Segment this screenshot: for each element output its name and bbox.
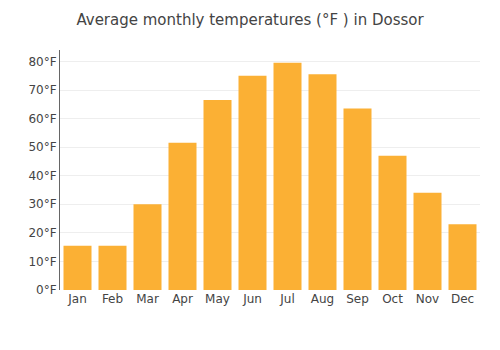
- svg-text:50°F: 50°F: [28, 140, 56, 154]
- svg-text:Feb: Feb: [102, 292, 123, 306]
- svg-text:Aug: Aug: [311, 292, 334, 306]
- svg-text:80°F: 80°F: [28, 55, 56, 69]
- svg-text:Oct: Oct: [382, 292, 403, 306]
- svg-text:60°F: 60°F: [28, 112, 56, 126]
- svg-text:May: May: [205, 292, 230, 306]
- svg-text:Jul: Jul: [279, 292, 294, 306]
- svg-text:Apr: Apr: [172, 292, 193, 306]
- svg-text:Average monthly temperatures (: Average monthly temperatures (°F ) in Do…: [76, 11, 424, 29]
- svg-text:Mar: Mar: [136, 292, 159, 306]
- svg-text:40°F: 40°F: [28, 169, 56, 183]
- svg-text:Jan: Jan: [67, 292, 87, 306]
- svg-text:Dec: Dec: [451, 292, 474, 306]
- svg-text:0°F: 0°F: [36, 283, 57, 297]
- svg-text:30°F: 30°F: [28, 197, 56, 211]
- svg-text:70°F: 70°F: [28, 83, 56, 97]
- svg-text:20°F: 20°F: [28, 226, 56, 240]
- svg-text:10°F: 10°F: [28, 255, 56, 269]
- svg-text:Sep: Sep: [346, 292, 369, 306]
- svg-text:Jun: Jun: [242, 292, 262, 306]
- svg-text:Nov: Nov: [416, 292, 439, 306]
